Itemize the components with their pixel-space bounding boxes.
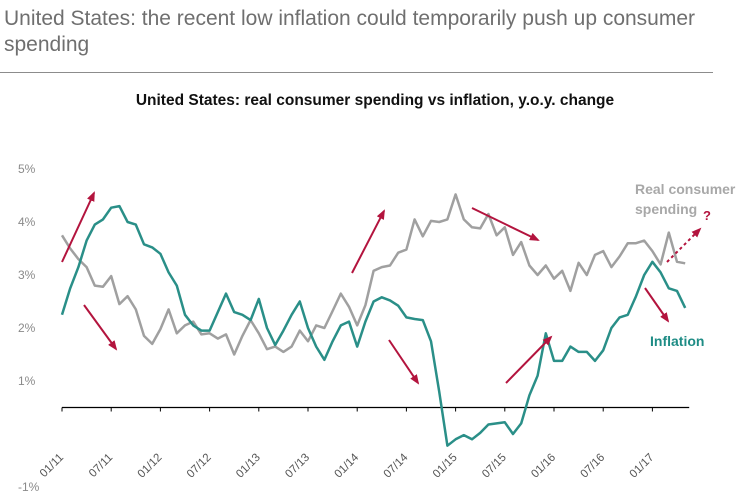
title-divider <box>0 72 713 73</box>
trend-arrow-8 <box>666 227 702 263</box>
x-tick-label: 01/15 <box>431 452 460 481</box>
y-tick-label: 4% <box>18 215 36 229</box>
trend-arrow-4 <box>388 339 420 385</box>
x-tick-label: 01/17 <box>628 452 657 481</box>
slide-title: United States: the recent low inflation … <box>4 7 696 56</box>
trend-arrow-7 <box>644 287 670 323</box>
x-tick-label: 01/16 <box>529 452 558 481</box>
y-tick-label: 2% <box>18 321 36 335</box>
x-tick-label: 07/13 <box>283 452 312 481</box>
y-tick-label: 1% <box>18 374 36 388</box>
trend-arrow-1 <box>61 191 95 263</box>
question-mark: ? <box>703 208 711 223</box>
series-line-real-consumer-spending <box>60 193 686 356</box>
x-tick-label: 07/15 <box>480 452 509 481</box>
trend-arrow-2 <box>83 304 118 351</box>
chart-title: United States: real consumer spending vs… <box>135 92 615 109</box>
legend-inflation: Inflation <box>650 333 704 349</box>
y-tick-label: 5% <box>18 162 36 176</box>
x-tick-label: 07/11 <box>87 452 115 480</box>
series-line-inflation <box>60 204 687 447</box>
trend-arrow-5 <box>471 207 540 241</box>
legend-spending-line2: spending <box>635 201 697 217</box>
x-tick-label: 01/14 <box>332 451 361 480</box>
y-tick-label: -1% <box>18 480 40 494</box>
x-tick-label: 07/12 <box>185 452 214 481</box>
x-tick-label: 01/12 <box>136 452 165 481</box>
legend-spending-line1: Real consumer <box>635 181 736 197</box>
x-tick-label: 07/14 <box>382 451 411 480</box>
x-tick-label: 07/16 <box>578 452 607 481</box>
trend-arrow-6 <box>505 335 553 384</box>
x-tick-label: 01/13 <box>234 452 263 481</box>
trend-arrow-3 <box>351 209 385 274</box>
x-tick-label: 01/11 <box>38 452 66 480</box>
y-tick-label: 3% <box>18 268 36 282</box>
